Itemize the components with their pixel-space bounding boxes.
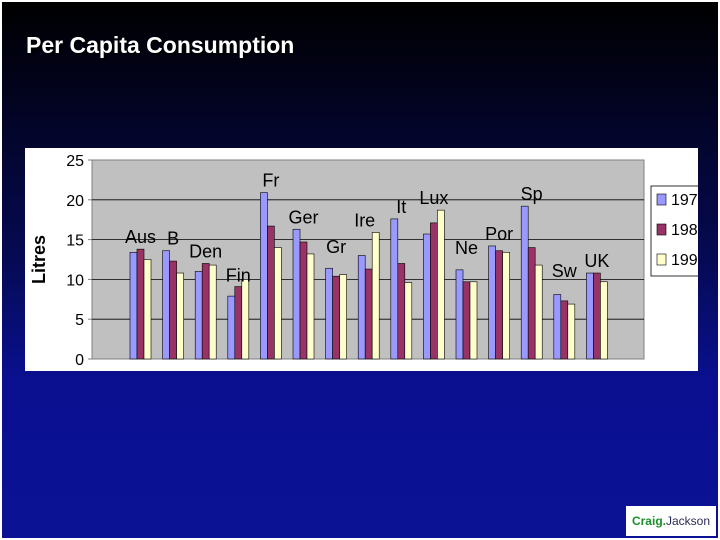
- legend-label-1988: 1988: [671, 222, 698, 239]
- bar-fr-1978: [260, 192, 268, 360]
- category-label-uk: UK: [584, 251, 609, 271]
- category-label-den: Den: [189, 241, 222, 261]
- legend-label-1978: 1978: [671, 192, 698, 209]
- bar-den-1988: [201, 263, 210, 360]
- bar-ne-1998: [469, 281, 478, 360]
- bar-gr-1978: [325, 267, 333, 360]
- bar-ne-1978: [455, 269, 464, 360]
- category-label-fin: Fin: [226, 265, 251, 285]
- bar-sp-1978: [520, 205, 529, 360]
- bar-lux-1998: [437, 209, 445, 360]
- category-label-sp: Sp: [521, 184, 543, 204]
- bar-por-1978: [488, 245, 496, 360]
- bar-aus-1988: [136, 248, 145, 360]
- bar-lux-1978: [423, 233, 431, 360]
- bar-aus-1998: [143, 259, 152, 360]
- bar-it-1998: [404, 282, 413, 360]
- bar-por-1998: [502, 252, 510, 360]
- bar-ire-1978: [357, 255, 366, 360]
- y-tick-label: 10: [66, 272, 84, 289]
- legend-label-1998: 1998: [671, 252, 698, 269]
- bar-sw-1988: [560, 300, 569, 360]
- category-label-lux: Lux: [419, 188, 448, 208]
- category-label-b: B: [167, 229, 179, 249]
- bar-b-1988: [169, 260, 177, 360]
- bar-sp-1998: [534, 264, 543, 360]
- y-tick-label: 5: [75, 312, 84, 329]
- slide-title: Per Capita Consumption: [26, 32, 295, 58]
- bar-sw-1998: [567, 303, 576, 360]
- bar-uk-1988: [593, 272, 601, 360]
- bar-ger-1988: [299, 241, 308, 360]
- bar-fin-1978: [227, 295, 236, 360]
- bar-it-1988: [397, 263, 406, 360]
- bar-gr-1988: [332, 275, 340, 360]
- category-label-ger: Ger: [288, 207, 318, 227]
- category-label-it: It: [396, 197, 406, 217]
- y-tick-label: 0: [75, 352, 84, 369]
- category-label-ne: Ne: [455, 238, 478, 258]
- y-axis-label: Litres: [29, 235, 49, 284]
- bar-por-1988: [495, 250, 503, 360]
- bar-ger-1978: [292, 228, 301, 360]
- bar-b-1978: [162, 250, 170, 360]
- bar-gr-1998: [339, 274, 347, 360]
- bar-aus-1978: [129, 252, 138, 360]
- legend-swatch-1978: [656, 193, 667, 206]
- logo-text-second: Jackson: [666, 514, 711, 528]
- bar-uk-1978: [586, 272, 594, 360]
- bar-lux-1988: [430, 222, 438, 360]
- bar-den-1998: [208, 264, 217, 360]
- bar-fin-1998: [241, 279, 250, 360]
- bar-fr-1998: [274, 247, 282, 360]
- bar-uk-1998: [600, 281, 608, 360]
- legend-swatch-1988: [656, 223, 667, 236]
- bar-ire-1988: [364, 268, 373, 360]
- y-tick-label: 25: [66, 153, 84, 170]
- brand-logo: Craig. Jackson: [626, 506, 716, 536]
- y-tick-label: 20: [66, 193, 84, 210]
- legend-swatch-1998: [656, 253, 667, 266]
- bar-sw-1978: [553, 294, 562, 360]
- category-label-sw: Sw: [552, 261, 578, 281]
- bar-fr-1988: [267, 225, 275, 360]
- bar-ger-1998: [306, 253, 315, 360]
- category-label-ire: Ire: [354, 210, 375, 230]
- category-label-gr: Gr: [326, 237, 346, 257]
- category-label-aus: Aus: [125, 227, 156, 247]
- bar-fin-1988: [234, 286, 243, 360]
- logo-text-dot: .: [662, 514, 666, 528]
- chart-panel: 0 5 10 15 20 25 Litres Aus B Den Fin Fr Ger Gr Ire It Lu…: [25, 148, 698, 371]
- bar-it-1978: [390, 218, 399, 360]
- bar-b-1998: [176, 272, 184, 360]
- category-label-fr: Fr: [262, 171, 279, 191]
- bar-sp-1988: [527, 247, 536, 360]
- category-label-por: Por: [485, 224, 513, 244]
- bar-den-1978: [194, 271, 203, 360]
- bar-ne-1988: [462, 281, 471, 360]
- logo-text-first: Craig: [631, 514, 663, 528]
- y-tick-label: 15: [66, 233, 84, 250]
- bar-ire-1998: [371, 232, 380, 360]
